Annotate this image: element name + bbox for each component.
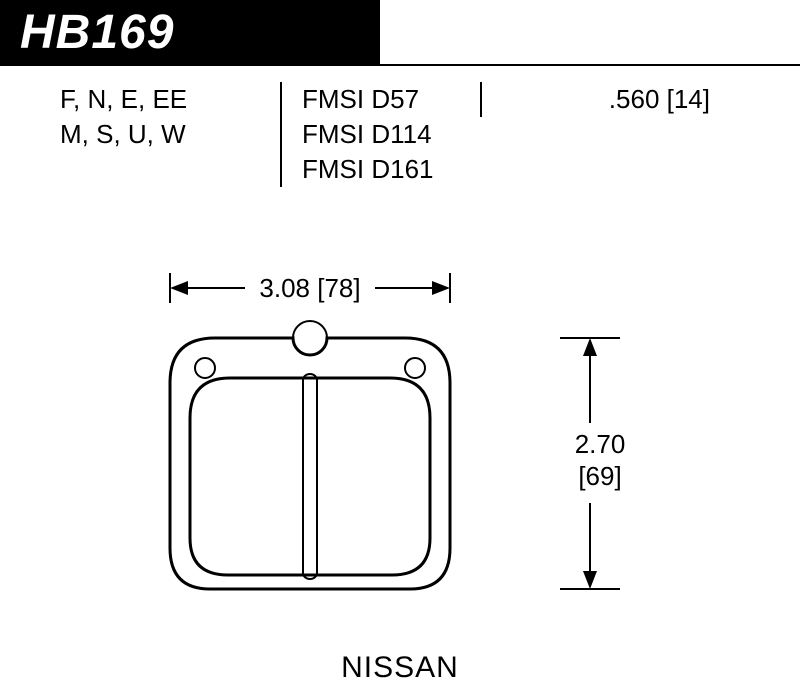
fmsi-item: FMSI D57 (302, 82, 480, 117)
part-number: HB169 (20, 5, 174, 60)
height-inches: 2.70 (575, 429, 626, 459)
brake-pad-shape (170, 321, 450, 589)
spec-row: F, N, E, EE M, S, U, W FMSI D57 FMSI D11… (0, 66, 800, 203)
brake-pad-diagram: 3.08 [78] 2.70 [69] (0, 203, 800, 643)
width-dimension: 3.08 [78] (170, 273, 450, 303)
compounds-line: M, S, U, W (60, 117, 280, 152)
fmsi-column: FMSI D57 FMSI D114 FMSI D161 (280, 82, 480, 187)
width-inches: 3.08 (259, 273, 310, 303)
compounds-line: F, N, E, EE (60, 82, 280, 117)
brand-label: NISSAN (0, 643, 800, 685)
thickness-value: .560 [14] (502, 82, 710, 117)
fmsi-item: FMSI D114 (302, 117, 480, 152)
height-mm: [69] (578, 461, 621, 491)
header-bar: HB169 (0, 0, 380, 64)
diagram-area: 3.08 [78] 2.70 [69] (0, 203, 800, 643)
compounds-column: F, N, E, EE M, S, U, W (60, 82, 280, 152)
fmsi-item: FMSI D161 (302, 152, 480, 187)
height-dimension: 2.70 [69] (560, 338, 625, 589)
width-mm: [78] (317, 273, 360, 303)
svg-text:3.08 [78]: 3.08 [78] (259, 273, 360, 303)
thickness-column: .560 [14] (480, 82, 760, 117)
